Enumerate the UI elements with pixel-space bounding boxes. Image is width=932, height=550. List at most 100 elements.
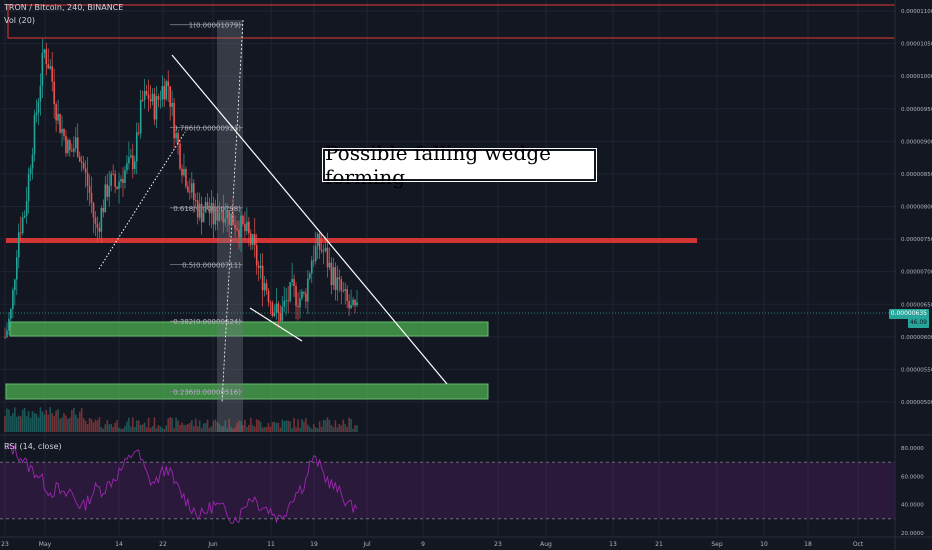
time-axis-label: Jul — [362, 541, 371, 548]
dotted-trend-line — [98, 131, 186, 270]
volume-bar — [98, 417, 101, 432]
candle-body — [293, 279, 295, 287]
candle-body — [189, 191, 191, 193]
candle-body — [126, 163, 128, 171]
candle-body — [291, 279, 293, 283]
rsi-axis-label: 60.0000 — [901, 474, 924, 480]
volume-indicator-label[interactable]: Vol (20) — [4, 16, 35, 25]
rsi-line — [4, 442, 358, 524]
volume-bar — [259, 421, 262, 432]
volume-bar — [14, 407, 16, 432]
volume-bar — [257, 419, 260, 432]
wedge-upper-line — [171, 54, 448, 385]
volume-bar — [324, 420, 327, 432]
volume-bar — [301, 419, 303, 432]
volume-bar — [167, 418, 170, 432]
rsi-indicator-label[interactable]: RSI (14, close) — [4, 442, 62, 451]
time-axis-label: Oct — [853, 541, 864, 548]
volume-bar — [320, 426, 323, 432]
candle-body — [187, 186, 189, 192]
candle-body — [116, 186, 118, 189]
volume-bar — [21, 409, 24, 432]
candle-body — [167, 81, 170, 87]
candle-body — [171, 102, 173, 107]
volume-bar — [265, 427, 268, 432]
rsi-axis-label: 20.0000 — [901, 531, 924, 537]
volume-bar — [128, 417, 130, 432]
candle-body — [251, 234, 254, 245]
volume-bar — [27, 411, 30, 432]
volume-value-tag: 46.09 — [907, 318, 929, 328]
volume-bar — [130, 426, 132, 432]
candle-body — [216, 206, 219, 221]
volume-bar — [17, 415, 20, 432]
volume-bar — [224, 420, 227, 432]
volume-bar — [204, 423, 207, 432]
candle-body — [232, 213, 234, 225]
volume-bar — [112, 427, 114, 432]
volume-bar — [106, 420, 109, 432]
volume-bar — [283, 421, 286, 432]
volume-bar — [255, 419, 258, 432]
volume-bar — [198, 420, 201, 432]
volume-bar — [33, 413, 36, 432]
volume-bar — [226, 427, 229, 432]
volume-bar — [19, 416, 22, 432]
volume-bar — [155, 428, 158, 432]
volume-bar — [65, 415, 67, 432]
volume-bar — [153, 417, 156, 432]
volume-bar — [181, 422, 183, 432]
candle-body — [128, 157, 130, 164]
price-axis-label: 0.00000550 — [901, 367, 932, 373]
price-axis-label: 0.00001100 — [901, 9, 932, 15]
candle-body — [332, 267, 335, 286]
volume-bar — [116, 420, 118, 432]
candle-body — [307, 278, 309, 302]
chart-title[interactable]: TRON / Bitcoin, 240, BINANCE — [4, 3, 124, 12]
volume-bar — [157, 425, 160, 432]
candle-body — [94, 217, 97, 224]
volume-bar — [55, 410, 57, 432]
volume-bar — [222, 426, 225, 432]
candle-body — [224, 218, 227, 223]
price-axis-label: 0.00000750 — [901, 237, 932, 243]
candle-body — [204, 202, 207, 213]
volume-bar — [338, 423, 341, 432]
volume-bar — [291, 428, 293, 432]
volume-bar — [206, 419, 209, 432]
time-axis-label: Jun — [207, 541, 218, 548]
volume-bar — [271, 421, 274, 432]
volume-bar — [310, 428, 313, 432]
time-axis-label: 19 — [310, 541, 318, 548]
volume-bar — [352, 428, 354, 432]
volume-bar — [67, 418, 69, 432]
volume-bar — [234, 427, 236, 432]
candle-body — [37, 101, 40, 113]
candle-body — [39, 85, 42, 102]
volume-bar — [57, 409, 59, 432]
volume-bar — [240, 421, 242, 432]
volume-bar — [305, 418, 307, 432]
candle-body — [324, 247, 327, 252]
candle-body — [21, 217, 24, 234]
price-axis-label: 0.00000650 — [901, 302, 932, 308]
candle-body — [185, 168, 187, 187]
candle-body — [328, 262, 331, 268]
candle-body — [334, 267, 337, 290]
candle-body — [15, 257, 18, 280]
annotation-text-box[interactable]: Possible falling wedge forming — [322, 141, 597, 189]
volume-bar — [71, 409, 73, 432]
volume-bar — [185, 425, 187, 432]
candle-body — [149, 99, 152, 102]
candle-body — [33, 115, 36, 155]
volume-bar — [246, 426, 248, 432]
candle-body — [191, 183, 193, 193]
volume-bar — [299, 427, 301, 432]
volume-bar — [163, 428, 166, 432]
volume-bar — [200, 428, 203, 432]
candle-body — [145, 91, 148, 95]
candle-body — [192, 183, 195, 201]
volume-bar — [251, 425, 254, 432]
volume-bar — [104, 424, 107, 432]
